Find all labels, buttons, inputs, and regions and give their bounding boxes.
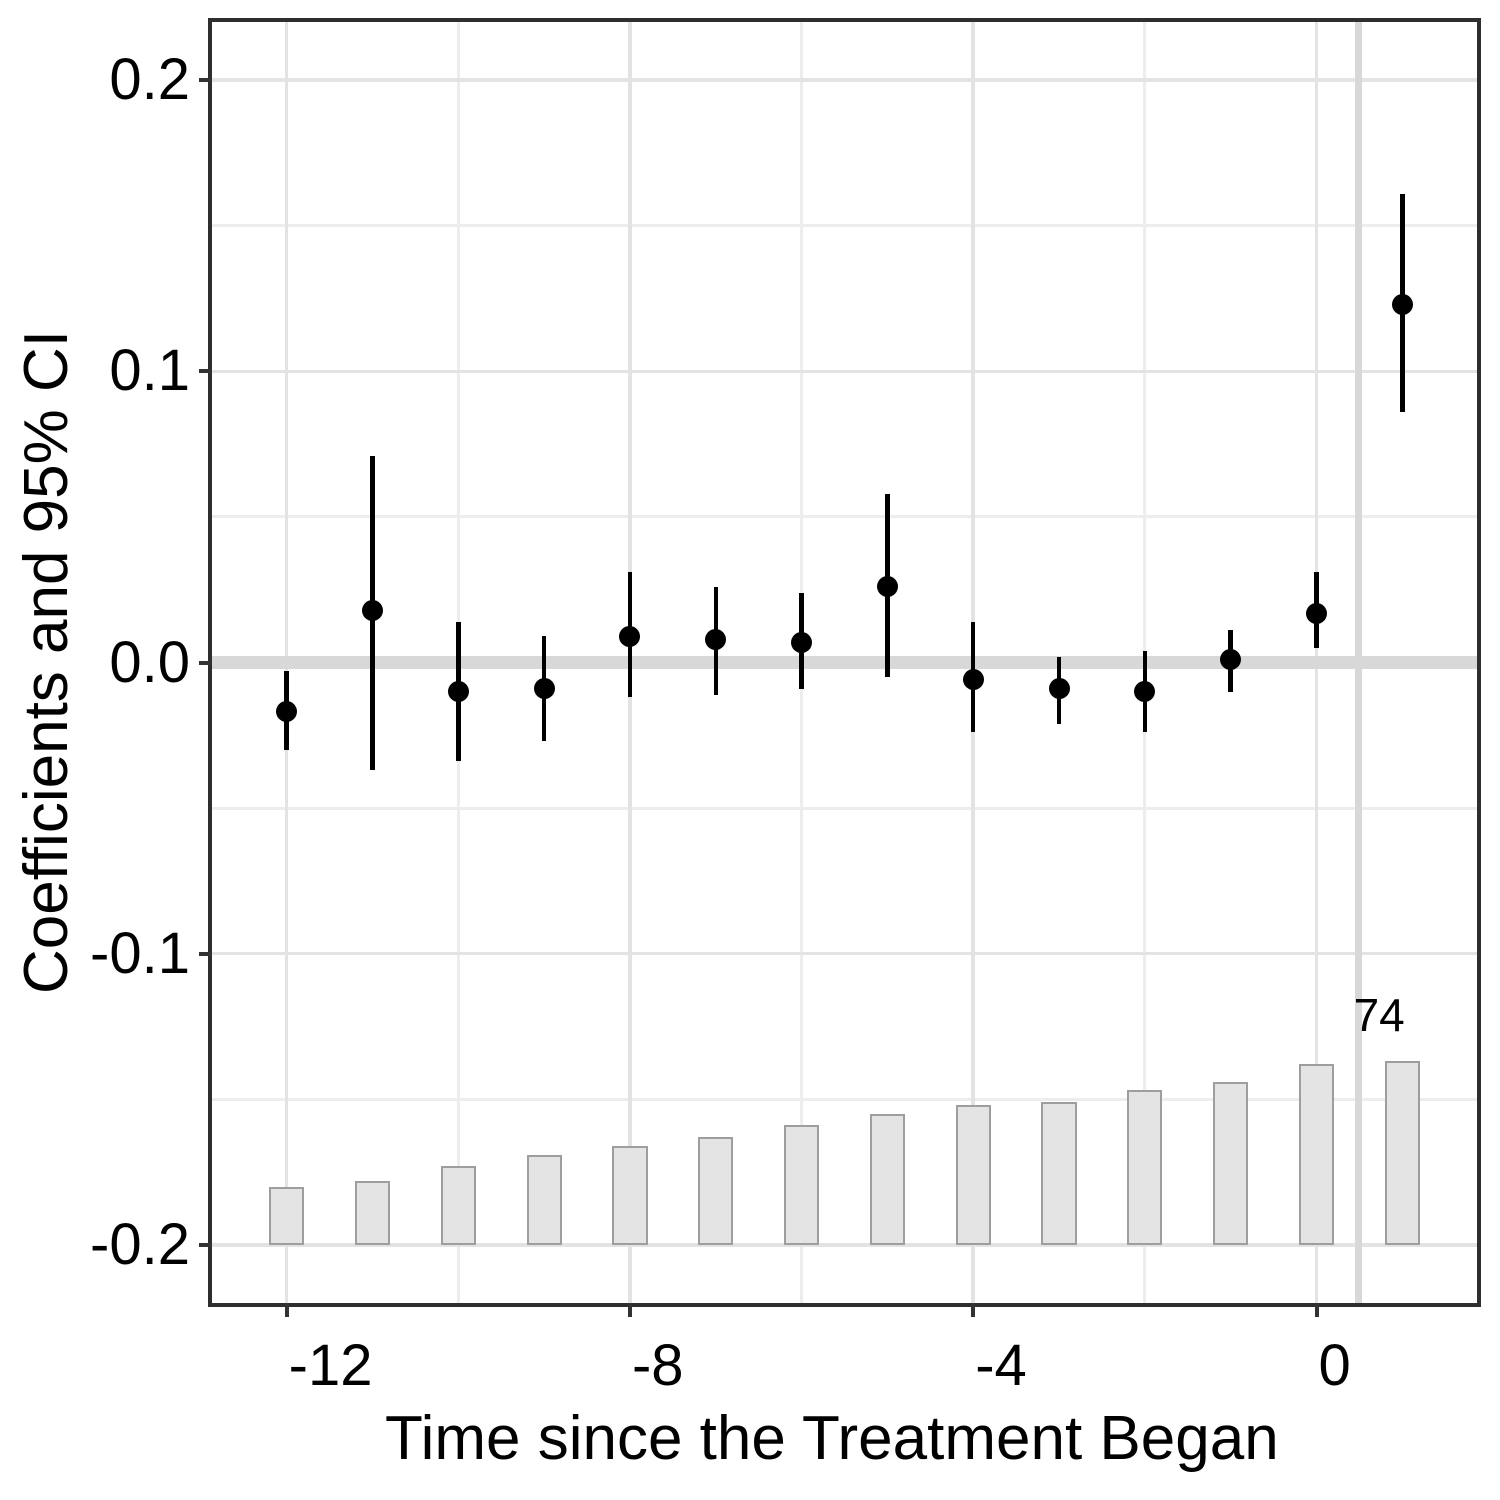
obs-count-bar [783, 1125, 820, 1245]
y-tick-mark [199, 951, 212, 956]
plot-panel: 74 [208, 18, 1481, 1307]
gridline-minor-y [212, 1097, 1477, 1101]
obs-count-bar [1041, 1102, 1077, 1245]
point-estimate-dot [705, 628, 727, 650]
point-estimate-dot [1306, 602, 1327, 624]
y-tick-label: 0.1 [109, 338, 190, 404]
point-estimate-dot [876, 576, 898, 598]
gridline-major-y [212, 78, 1477, 82]
gridline-minor-y [212, 515, 1477, 519]
y-tick-mark [199, 660, 212, 665]
y-tick-label: 0.0 [109, 629, 190, 695]
obs-count-bar [1384, 1061, 1420, 1245]
x-tick-label: -12 [288, 1333, 373, 1398]
bar-count-annotation: 74 [1353, 988, 1405, 1041]
obs-count-bar [612, 1145, 648, 1245]
x-tick-mark [971, 1303, 976, 1317]
point-estimate-dot [1391, 293, 1413, 315]
point-estimate-dot [1220, 649, 1242, 671]
gridline-major-y [212, 1243, 1477, 1247]
y-tick-mark [199, 369, 212, 374]
point-estimate-dot [791, 631, 813, 653]
point-estimate-dot [361, 599, 383, 621]
point-estimate-dot [1134, 681, 1156, 703]
point-estimate-dot [962, 669, 984, 691]
point-estimate-dot [1048, 678, 1070, 700]
point-estimate-dot [447, 681, 469, 703]
point-estimate-dot [619, 625, 641, 647]
treatment-start-line [1355, 22, 1363, 1303]
obs-count-bar [1127, 1090, 1163, 1245]
y-tick-mark [199, 78, 212, 83]
x-tick-mark [627, 1303, 632, 1317]
x-axis-title: Time since the Treatment Began [385, 1404, 1279, 1473]
gridline-minor-y [212, 806, 1477, 810]
obs-count-bar [440, 1166, 476, 1245]
obs-count-bar [1298, 1064, 1335, 1245]
obs-count-bar [269, 1186, 305, 1245]
gridline-major-y [212, 951, 1477, 956]
x-tick-mark [1314, 1303, 1319, 1317]
obs-count-bar [354, 1180, 391, 1245]
obs-count-bar [526, 1154, 562, 1245]
gridline-minor-y [212, 224, 1477, 228]
obs-count-bar [1213, 1081, 1249, 1245]
x-tick-label: -8 [631, 1333, 684, 1398]
x-tick-mark [284, 1303, 289, 1317]
x-tick-label: 0 [1318, 1333, 1351, 1398]
obs-count-bar [955, 1105, 991, 1245]
y-tick-label: -0.2 [90, 1211, 190, 1277]
obs-count-bar [698, 1137, 734, 1245]
y-tick-mark [199, 1242, 212, 1247]
x-tick-label: -4 [975, 1333, 1027, 1398]
point-estimate-dot [533, 678, 555, 700]
obs-count-bar [869, 1113, 905, 1245]
y-tick-label: -0.1 [90, 920, 190, 986]
y-tick-label: 0.2 [109, 47, 190, 113]
zero-reference-line [212, 656, 1477, 669]
point-estimate-dot [276, 701, 298, 723]
gridline-major-y [212, 369, 1477, 374]
